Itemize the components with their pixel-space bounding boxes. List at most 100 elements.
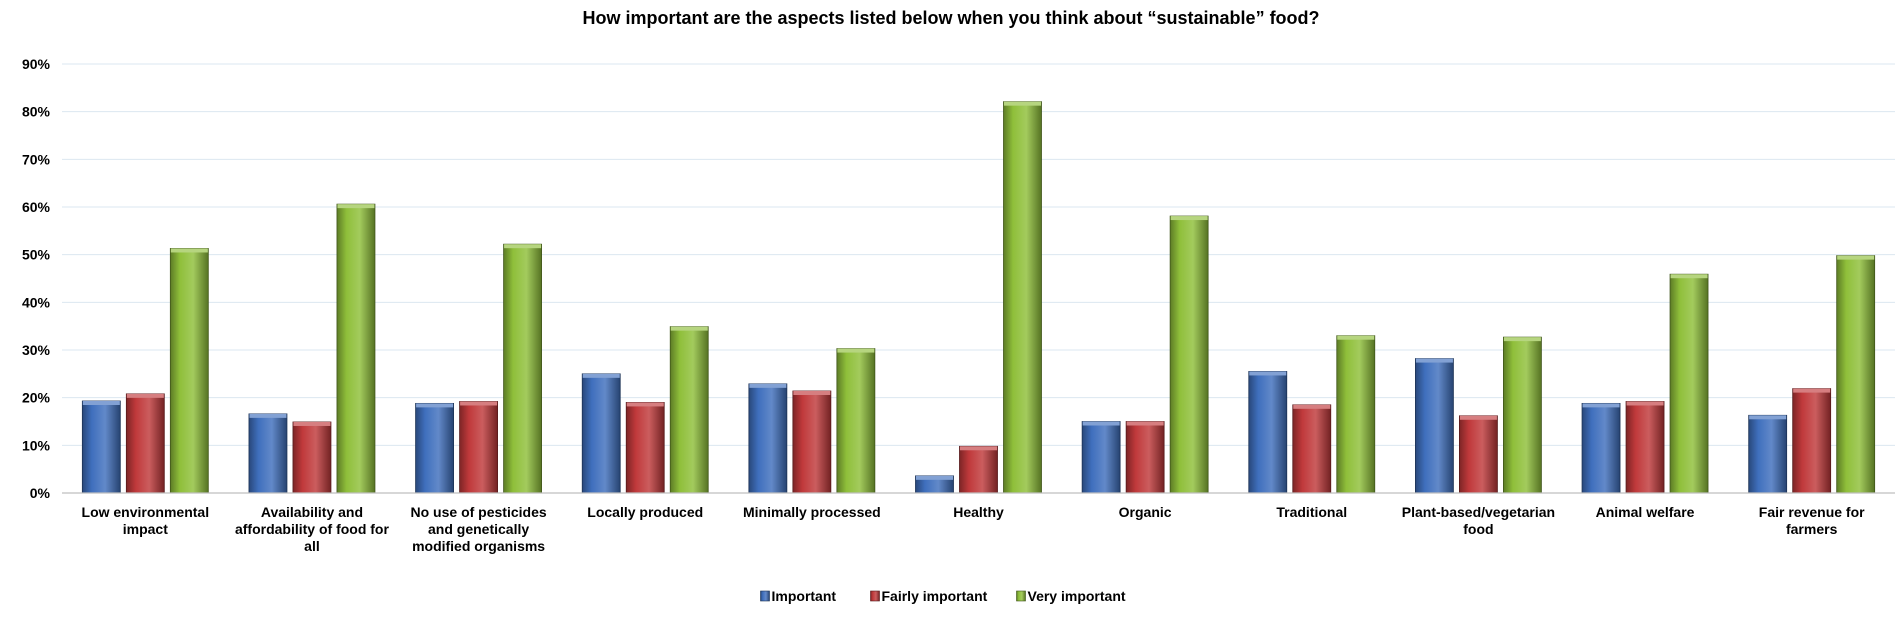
- chart-title: How important are the aspects listed bel…: [582, 8, 1319, 28]
- bar-body: [1581, 402, 1621, 494]
- bar-top-highlight: [170, 248, 208, 253]
- bar-top-highlight: [1126, 421, 1164, 426]
- bar-top-highlight: [126, 393, 164, 398]
- category-label-line: food: [1463, 521, 1493, 537]
- bar-body: [1169, 215, 1209, 494]
- category-label: Organic: [1119, 504, 1172, 520]
- bar-body: [248, 413, 288, 494]
- y-tick-label: 10%: [22, 437, 51, 453]
- bar-top-highlight: [504, 244, 542, 249]
- bar-body: [581, 373, 621, 494]
- bar-body: [1625, 401, 1665, 494]
- bar-body: [1248, 371, 1288, 494]
- bar-body: [292, 421, 332, 494]
- bar-body: [1081, 421, 1121, 494]
- category-label-line: Organic: [1119, 504, 1172, 520]
- bar-top-highlight: [1249, 371, 1287, 376]
- bar: [1669, 273, 1709, 494]
- bar-top-highlight: [1337, 335, 1375, 340]
- category-label-line: Fair revenue for: [1759, 504, 1865, 520]
- y-tick-label: 90%: [22, 56, 51, 72]
- bar: [81, 400, 121, 494]
- category-label-line: Plant-based/vegetarian: [1402, 504, 1555, 520]
- legend-swatch: [870, 590, 880, 602]
- bar-body: [169, 248, 209, 494]
- bar-top-highlight: [749, 383, 787, 388]
- category-label: Plant-based/vegetarian food: [1402, 504, 1555, 537]
- bar-body: [503, 243, 542, 494]
- category-label-line: Low environmental: [82, 504, 210, 520]
- bar-top-highlight: [1793, 388, 1831, 393]
- bar-top-highlight: [1670, 274, 1708, 279]
- bar-top-highlight: [1626, 401, 1664, 406]
- category-label: No use of pesticides and genetically modif…: [411, 504, 547, 554]
- bar: [581, 373, 621, 494]
- legend-swatch: [1016, 590, 1026, 602]
- bar: [1836, 255, 1876, 494]
- bar-body: [1292, 404, 1332, 494]
- bar-body: [1459, 415, 1498, 494]
- bar-body: [1669, 273, 1709, 494]
- y-tick-label: 0%: [30, 485, 51, 501]
- bar-body: [669, 326, 709, 494]
- bar-body: [125, 393, 165, 494]
- bar-body: [1792, 388, 1832, 494]
- bar: [1125, 421, 1165, 494]
- bar: [1003, 101, 1042, 494]
- category-label: Animal welfare: [1596, 504, 1695, 520]
- category-label: Locally produced: [587, 504, 703, 520]
- category-label-line: Animal welfare: [1596, 504, 1695, 520]
- bar: [792, 390, 832, 494]
- bar: [503, 243, 542, 494]
- category-label: Minimally processed: [743, 504, 881, 520]
- category-label-line: farmers: [1786, 521, 1838, 537]
- bar-body: [959, 445, 998, 494]
- bar-body: [336, 203, 376, 494]
- category-label: Fair revenue for farmers: [1759, 504, 1865, 537]
- bar-top-highlight: [1749, 415, 1787, 420]
- bar: [1169, 215, 1209, 494]
- bar: [1459, 415, 1498, 494]
- bar-body: [792, 390, 832, 494]
- bar: [169, 248, 209, 494]
- bar-top-highlight: [460, 401, 498, 406]
- bar: [1415, 358, 1454, 494]
- category-label: Traditional: [1276, 504, 1347, 520]
- bar-top-highlight: [249, 413, 287, 418]
- bar: [625, 402, 665, 494]
- bar: [336, 203, 376, 494]
- bar-top-highlight: [670, 326, 708, 331]
- y-axis: 0% 10% 20% 30% 40% 50% 60% 70% 80% 90%: [22, 56, 51, 501]
- category-label-line: all: [304, 538, 320, 554]
- bar-top-highlight: [293, 421, 331, 426]
- bar: [1248, 371, 1288, 494]
- bar-top-highlight: [837, 348, 875, 353]
- category-label: Availability and affordability of food fo…: [235, 504, 390, 554]
- category-label-line: modified organisms: [412, 538, 545, 554]
- bar-top-highlight: [416, 403, 454, 408]
- bar: [1581, 402, 1621, 494]
- bar-top-highlight: [337, 204, 375, 209]
- legend-label: Very important: [1028, 588, 1126, 604]
- bar: [1503, 336, 1542, 494]
- bar-body: [1836, 255, 1876, 494]
- legend-label: Fairly important: [882, 588, 988, 604]
- category-label-line: Healthy: [953, 504, 1004, 520]
- bar-body: [1003, 101, 1042, 494]
- legend-label: Important: [772, 588, 837, 604]
- legend-swatch: [760, 590, 770, 602]
- category-label: Low environmental impact: [82, 504, 210, 537]
- bars: [81, 101, 1876, 494]
- category-label-line: impact: [123, 521, 168, 537]
- bar: [415, 402, 454, 494]
- bar-top-highlight: [1459, 415, 1497, 420]
- bar-top-highlight: [1837, 255, 1875, 260]
- bar-top-highlight: [1170, 216, 1208, 221]
- y-tick-label: 60%: [22, 199, 51, 215]
- bar-top-highlight: [1004, 101, 1041, 106]
- bar-body: [1503, 336, 1542, 494]
- legend: Important Fairly important Very important: [760, 588, 1126, 604]
- bar: [125, 393, 165, 494]
- bar: [1081, 421, 1121, 494]
